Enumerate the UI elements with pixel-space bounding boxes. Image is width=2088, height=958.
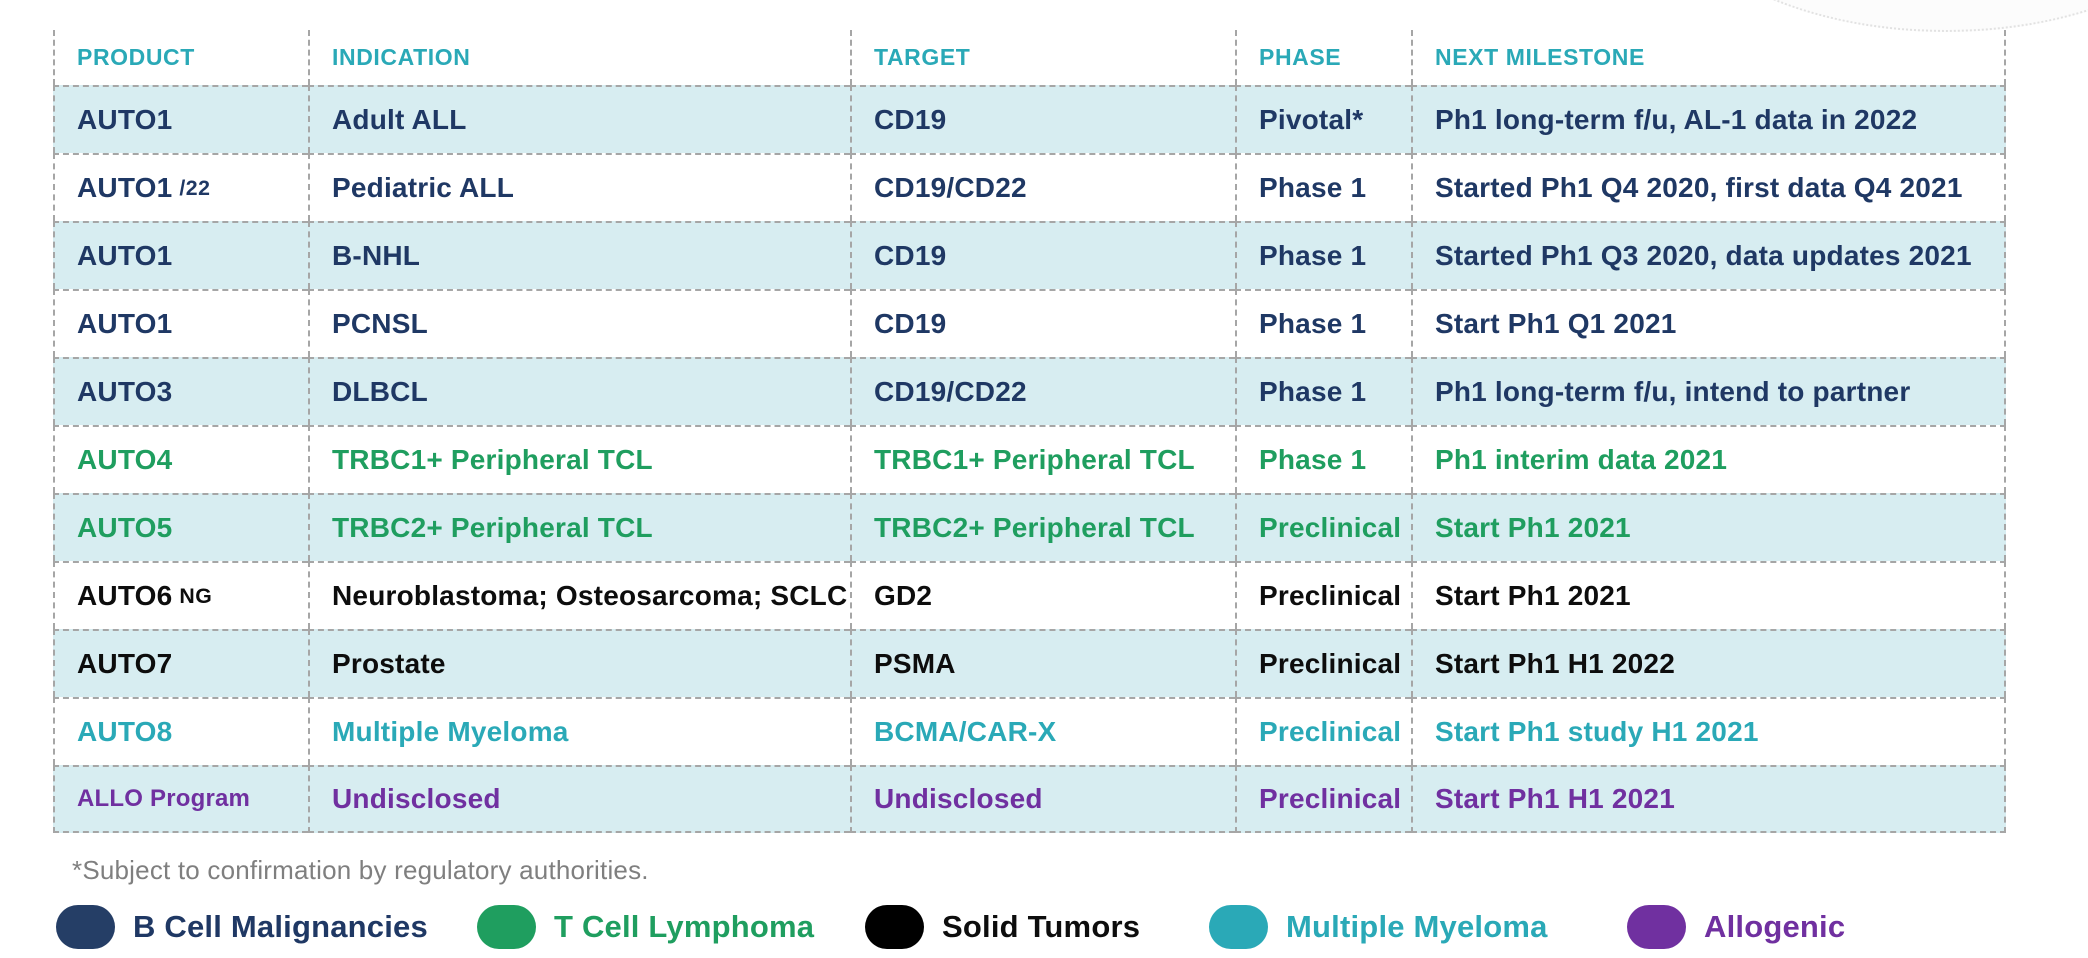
cell-phase: Phase 1 bbox=[1235, 289, 1411, 357]
cell-phase: Preclinical bbox=[1235, 629, 1411, 697]
category-legend: B Cell Malignancies T Cell Lymphoma Solid … bbox=[0, 905, 2088, 953]
cell-milestone: Started Ph1 Q4 2020, first data Q4 2021 bbox=[1411, 153, 2006, 221]
legend-item-solid: Solid Tumors bbox=[865, 905, 1140, 949]
legend-label: T Cell Lymphoma bbox=[554, 909, 815, 944]
cell-product: ALLO Program bbox=[53, 765, 308, 833]
b-cell-swatch-icon bbox=[56, 905, 115, 949]
column-header-phase: PHASE bbox=[1235, 30, 1411, 85]
cell-milestone: Start Ph1 H1 2021 bbox=[1411, 765, 2006, 833]
cell-phase: Pivotal* bbox=[1235, 85, 1411, 153]
cell-product: AUTO6 NG bbox=[53, 561, 308, 629]
cell-target: Undisclosed bbox=[850, 765, 1235, 833]
cell-target: GD2 bbox=[850, 561, 1235, 629]
table-row: AUTO7 Prostate PSMA Preclinical Start Ph1 H1… bbox=[53, 629, 2006, 697]
cell-indication: B-NHL bbox=[308, 221, 850, 289]
legend-label: Allogenic bbox=[1704, 909, 1846, 944]
cell-product: AUTO1 bbox=[53, 85, 308, 153]
legend-item-myeloma: Multiple Myeloma bbox=[1209, 905, 1548, 949]
cell-milestone: Start Ph1 Q1 2021 bbox=[1411, 289, 2006, 357]
legend-label: Solid Tumors bbox=[942, 909, 1141, 944]
column-header-indication: INDICATION bbox=[308, 30, 850, 85]
legend-item-allogenic: Allogenic bbox=[1627, 905, 1845, 949]
cell-indication: TRBC2+ Peripheral TCL bbox=[308, 493, 850, 561]
pipeline-table: PRODUCT INDICATION TARGET PHASE NEXT MIL… bbox=[53, 30, 2006, 833]
cell-product: AUTO4 bbox=[53, 425, 308, 493]
cell-indication: Pediatric ALL bbox=[308, 153, 850, 221]
table-body: AUTO1 Adult ALL CD19 Pivotal* Ph1 long-term … bbox=[53, 85, 2006, 833]
cell-product: AUTO7 bbox=[53, 629, 308, 697]
cell-milestone: Started Ph1 Q3 2020, data updates 2021 bbox=[1411, 221, 2006, 289]
cell-milestone: Ph1 long-term f/u, AL-1 data in 2022 bbox=[1411, 85, 2006, 153]
table-row: ALLO Program Undisclosed Undisclosed Precli… bbox=[53, 765, 2006, 833]
legend-label: B Cell Malignancies bbox=[133, 909, 428, 944]
cell-phase: Preclinical bbox=[1235, 765, 1411, 833]
column-header-product: PRODUCT bbox=[53, 30, 308, 85]
t-cell-swatch-icon bbox=[477, 905, 536, 949]
cell-indication: Undisclosed bbox=[308, 765, 850, 833]
cell-product: AUTO5 bbox=[53, 493, 308, 561]
column-header-target: TARGET bbox=[850, 30, 1235, 85]
cell-target: CD19/CD22 bbox=[850, 153, 1235, 221]
cell-milestone: Start Ph1 2021 bbox=[1411, 493, 2006, 561]
cell-indication: Adult ALL bbox=[308, 85, 850, 153]
cell-indication: Neuroblastoma; Osteosarcoma; SCLC bbox=[308, 561, 850, 629]
solid-swatch-icon bbox=[865, 905, 924, 949]
cell-target: CD19 bbox=[850, 289, 1235, 357]
decorative-arc bbox=[1664, 0, 2088, 32]
cell-target: PSMA bbox=[850, 629, 1235, 697]
cell-indication: DLBCL bbox=[308, 357, 850, 425]
cell-phase: Preclinical bbox=[1235, 493, 1411, 561]
table-row: AUTO1 PCNSL CD19 Phase 1 Start Ph1 Q1 2021 bbox=[53, 289, 2006, 357]
cell-product: AUTO1 bbox=[53, 289, 308, 357]
allogenic-swatch-icon bbox=[1627, 905, 1686, 949]
cell-milestone: Start Ph1 H1 2022 bbox=[1411, 629, 2006, 697]
cell-target: CD19 bbox=[850, 85, 1235, 153]
cell-indication: TRBC1+ Peripheral TCL bbox=[308, 425, 850, 493]
table-row: AUTO3 DLBCL CD19/CD22 Phase 1 Ph1 long-term … bbox=[53, 357, 2006, 425]
cell-phase: Phase 1 bbox=[1235, 357, 1411, 425]
cell-target: TRBC2+ Peripheral TCL bbox=[850, 493, 1235, 561]
table-row: AUTO6 NG Neuroblastoma; Osteosarcoma; SCLC… bbox=[53, 561, 2006, 629]
table-header-row: PRODUCT INDICATION TARGET PHASE NEXT MIL… bbox=[53, 30, 2006, 85]
cell-product: AUTO1 bbox=[53, 221, 308, 289]
cell-target: CD19 bbox=[850, 221, 1235, 289]
table-row: AUTO4 TRBC1+ Peripheral TCL TRBC1+ Periphe… bbox=[53, 425, 2006, 493]
legend-item-t-cell: T Cell Lymphoma bbox=[477, 905, 814, 949]
cell-phase: Preclinical bbox=[1235, 697, 1411, 765]
table-row: AUTO5 TRBC2+ Peripheral TCL TRBC2+ Periphe… bbox=[53, 493, 2006, 561]
cell-product: AUTO1/22 bbox=[53, 153, 308, 221]
cell-phase: Phase 1 bbox=[1235, 153, 1411, 221]
cell-phase: Phase 1 bbox=[1235, 425, 1411, 493]
cell-indication: PCNSL bbox=[308, 289, 850, 357]
cell-milestone: Ph1 interim data 2021 bbox=[1411, 425, 2006, 493]
legend-label: Multiple Myeloma bbox=[1286, 909, 1548, 944]
myeloma-swatch-icon bbox=[1209, 905, 1268, 949]
table-row: AUTO1 B-NHL CD19 Phase 1 Started Ph1 Q3 2020… bbox=[53, 221, 2006, 289]
table-row: AUTO1/22 Pediatric ALL CD19/CD22 Phase 1 Sta… bbox=[53, 153, 2006, 221]
cell-phase: Preclinical bbox=[1235, 561, 1411, 629]
table-row: AUTO8 Multiple Myeloma BCMA/CAR-X Preclinic… bbox=[53, 697, 2006, 765]
legend-item-b-cell: B Cell Malignancies bbox=[56, 905, 428, 949]
cell-target: BCMA/CAR-X bbox=[850, 697, 1235, 765]
cell-indication: Multiple Myeloma bbox=[308, 697, 850, 765]
cell-product: AUTO3 bbox=[53, 357, 308, 425]
cell-target: CD19/CD22 bbox=[850, 357, 1235, 425]
column-header-next-milestone: NEXT MILESTONE bbox=[1411, 30, 2006, 85]
footnote: *Subject to confirmation by regulatory a… bbox=[72, 855, 649, 885]
cell-target: TRBC1+ Peripheral TCL bbox=[850, 425, 1235, 493]
cell-milestone: Ph1 long-term f/u, intend to partner bbox=[1411, 357, 2006, 425]
table-row: AUTO1 Adult ALL CD19 Pivotal* Ph1 long-term … bbox=[53, 85, 2006, 153]
cell-milestone: Start Ph1 2021 bbox=[1411, 561, 2006, 629]
cell-indication: Prostate bbox=[308, 629, 850, 697]
cell-milestone: Start Ph1 study H1 2021 bbox=[1411, 697, 2006, 765]
cell-product: AUTO8 bbox=[53, 697, 308, 765]
cell-phase: Phase 1 bbox=[1235, 221, 1411, 289]
